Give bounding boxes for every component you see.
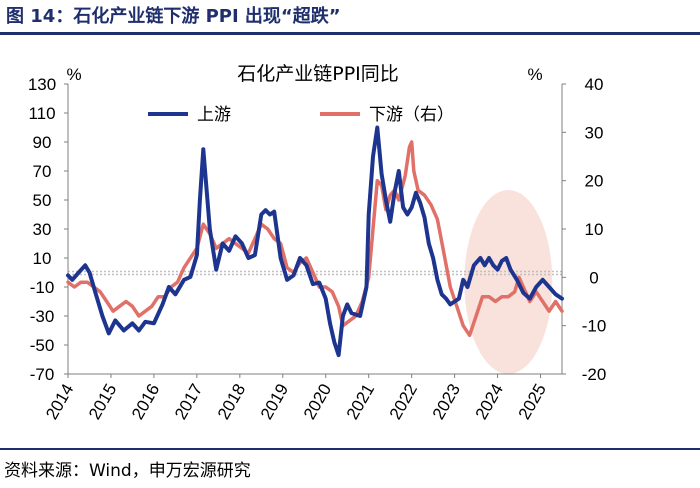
left-tick-label: 130 (28, 75, 56, 94)
right-tick-label: 40 (585, 75, 604, 94)
right-tick-label: -20 (582, 365, 607, 384)
left-tick-label: 30 (33, 220, 52, 239)
source-note: 资料来源：Wind，申万宏源研究 (4, 461, 251, 481)
right-tick-label: 20 (585, 172, 604, 191)
right-axis-unit: % (527, 65, 542, 84)
right-tick-label: 10 (585, 220, 604, 239)
series-line-downstream (66, 140, 564, 338)
left-tick-label: -50 (30, 336, 55, 355)
x-tick-label: 2015 (85, 381, 120, 423)
title-rule (0, 32, 700, 35)
legend: 上游 下游（右） (148, 105, 454, 125)
left-tick-label: -30 (30, 307, 55, 326)
right-tick-label: -10 (582, 317, 607, 336)
x-tick-label: 2021 (343, 381, 378, 423)
left-tick-label: -10 (30, 278, 55, 297)
legend-label-upstream: 上游 (197, 105, 231, 125)
ppi-line-chart: 130 110 90 70 50 30 10 -10 -30 -50 -70 40 30 20 10 0 -10… (28, 63, 607, 423)
x-tick-label: 2019 (257, 381, 292, 423)
highlight-ellipse (464, 190, 553, 374)
left-tick-label: 50 (33, 191, 52, 210)
series-line-upstream (66, 125, 564, 358)
x-tick-label: 2020 (300, 381, 335, 423)
source-rule (0, 448, 700, 450)
x-tick-label: 2022 (386, 381, 421, 423)
left-tick-label: -70 (30, 365, 55, 384)
left-tick-label: 90 (33, 133, 52, 152)
legend-label-downstream: 下游（右） (369, 105, 454, 125)
x-tick-label: 2014 (42, 381, 77, 423)
left-tick-label: 70 (33, 162, 52, 181)
x-tick-label: 2025 (515, 381, 550, 423)
x-tick-label: 2018 (214, 381, 249, 423)
x-tick-label: 2024 (472, 381, 507, 423)
figure-title: 图 14：石化产业链下游 PPI 出现“超跌” (6, 6, 341, 27)
x-tick-label: 2023 (429, 381, 464, 423)
chart-title: 石化产业链PPI同比 (237, 63, 399, 85)
left-axis-unit: % (66, 65, 81, 84)
left-tick-label: 10 (33, 249, 52, 268)
left-tick-label: 110 (28, 104, 55, 123)
x-tick-label: 2016 (128, 381, 163, 423)
right-tick-label: 30 (585, 123, 604, 142)
x-tick-label: 2017 (171, 381, 206, 423)
right-tick-label: 0 (589, 268, 598, 287)
